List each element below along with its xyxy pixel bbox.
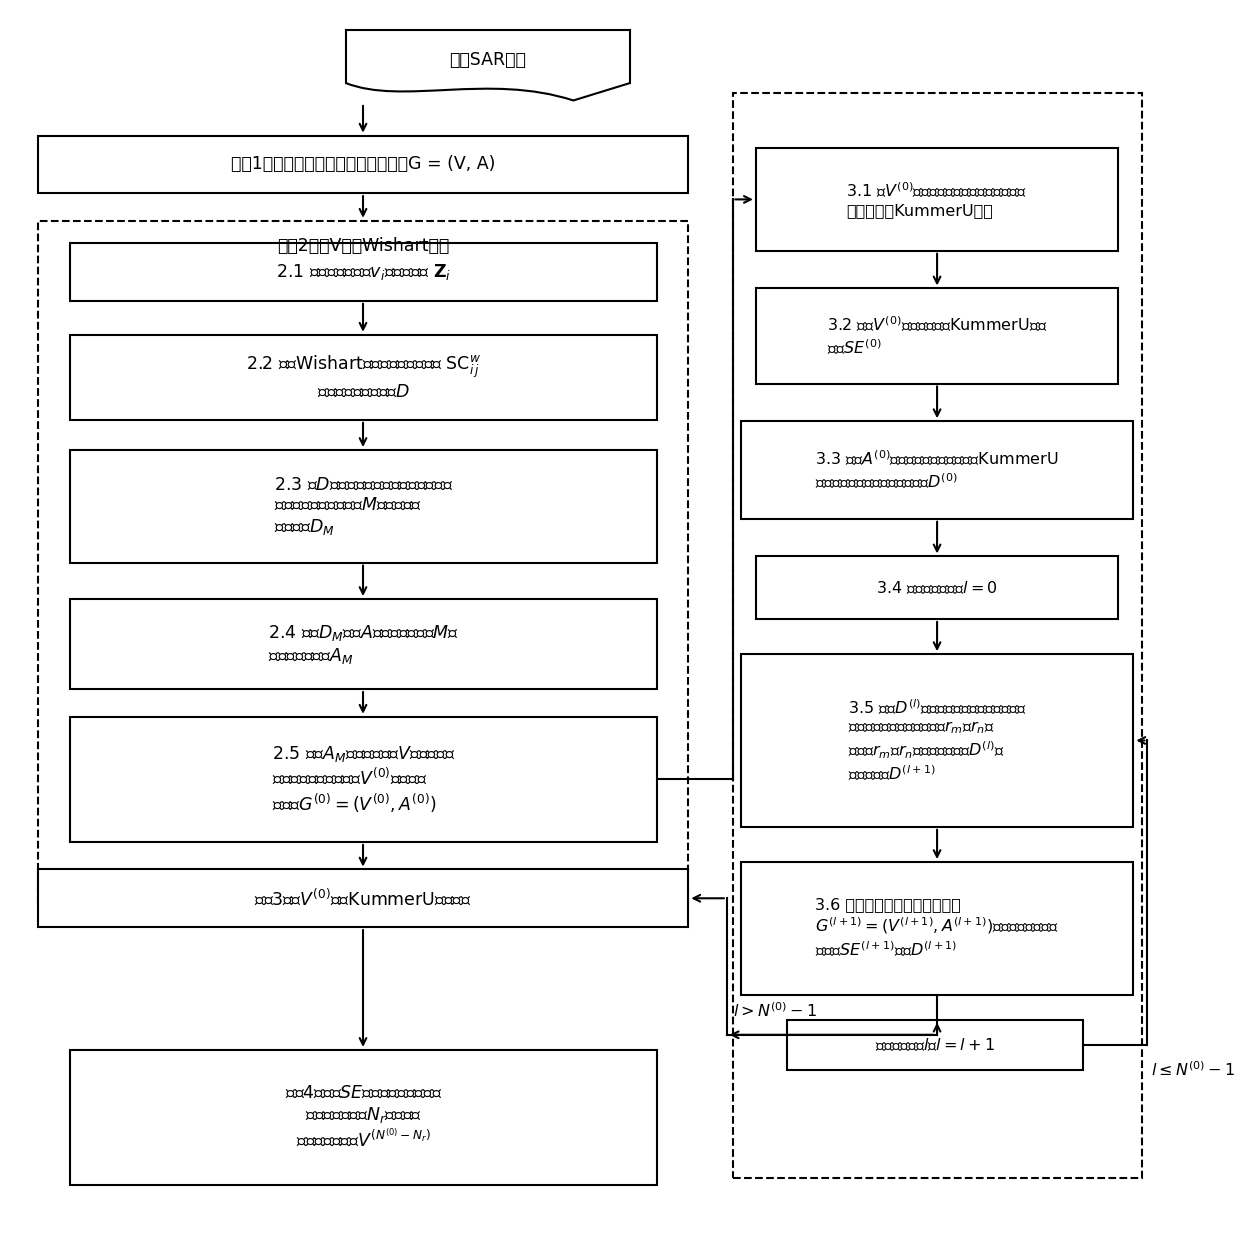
FancyBboxPatch shape [740, 862, 1133, 995]
Text: 步骤2：对V进行Wishart合并: 步骤2：对V进行Wishart合并 [277, 237, 449, 255]
Text: 3.5 找出$D^{(l)}$三元组中第一个数值最小的三
元组，合并该三元组对应的$r_m$和$r_n$，
并将与$r_m$和$r_n$相关的三元组从$D^{(: 3.5 找出$D^{(l)}$三元组中第一个数值最小的三 元组，合并该三元组对应… [848, 697, 1027, 784]
Text: 2.3 对$D$中三元组按三元组中第一个数值
的大小顺序排列，取前$M$个三元组，
构成集合$D_M$: 2.3 对$D$中三元组按三元组中第一个数值 的大小顺序排列，取前$M$个三元组… [274, 476, 454, 537]
FancyBboxPatch shape [37, 869, 688, 927]
Text: 极化SAR数据: 极化SAR数据 [450, 52, 526, 69]
Text: 步骤4：基于$SE$序列，确定最终分割
结果的区域个数$N_r$，并确定
最终的分割结果$V^{(N^{(0)}-N_r)}$: 步骤4：基于$SE$序列，确定最终分割 结果的区域个数$N_r$，并确定 最终的… [285, 1084, 443, 1151]
FancyBboxPatch shape [37, 220, 688, 907]
Text: 3.6 更新合并后的区域邻接图，
$G^{(l+1)}=(V^{(l+1)},A^{(l+1)})$，更新合并后的能
量总和$SE^{(l+1)}$以及$D^{: 3.6 更新合并后的区域邻接图， $G^{(l+1)}=(V^{(l+1)},A… [815, 897, 1059, 959]
FancyBboxPatch shape [756, 556, 1118, 619]
Text: 步骤1：超像素分割，得到区域邻接图G = (V, A): 步骤1：超像素分割，得到区域邻接图G = (V, A) [231, 155, 495, 174]
FancyBboxPatch shape [71, 599, 657, 689]
Text: 3.2 计算$V^{(0)}$中所有区域的KummerU能量
总和$SE^{(0)}$: 3.2 计算$V^{(0)}$中所有区域的KummerU能量 总和$SE^{(0… [827, 314, 1048, 357]
FancyBboxPatch shape [71, 1050, 657, 1185]
Text: $l \leq N^{(0)}-1$: $l \leq N^{(0)}-1$ [1151, 1059, 1235, 1078]
Text: 2.5 基于$A_M$对超像素集合$V$进行合并，
得到合并后区域的集合$V^{(0)}$以及区域
邻接图$G^{(0)}=(V^{(0)},A^{(0)})$: 2.5 基于$A_M$对超像素集合$V$进行合并， 得到合并后区域的集合$V^{… [272, 743, 455, 815]
FancyBboxPatch shape [71, 717, 657, 842]
Text: 3.1 对$V^{(0)}$中每个区域，进行参数估计，并
计算区域的KummerU能量: 3.1 对$V^{(0)}$中每个区域，进行参数估计，并 计算区域的Kummer… [847, 181, 1028, 218]
FancyBboxPatch shape [740, 421, 1133, 518]
Text: 2.2 计算Wishart合并阶段的度量标准 $\mathrm{SC}^w_{i\,j}$
构建第一三元组集合$D$: 2.2 计算Wishart合并阶段的度量标准 $\mathrm{SC}^w_{i… [246, 353, 481, 401]
FancyBboxPatch shape [756, 148, 1118, 250]
Text: 更新迭代次数$l$：$l = l+1$: 更新迭代次数$l$：$l = l+1$ [875, 1037, 996, 1053]
FancyBboxPatch shape [740, 654, 1133, 827]
FancyBboxPatch shape [37, 136, 688, 194]
FancyBboxPatch shape [71, 243, 657, 301]
Text: 3.4 令迭代合并次数$l = 0$: 3.4 令迭代合并次数$l = 0$ [877, 580, 998, 596]
FancyBboxPatch shape [71, 335, 657, 420]
Text: 3.3 根据$A^{(0)}$计算所有相邻区域之间的KummerU
度量标准，构建第二三元组集合$D^{(0)}$: 3.3 根据$A^{(0)}$计算所有相邻区域之间的KummerU 度量标准，构… [816, 449, 1059, 491]
FancyBboxPatch shape [787, 1020, 1084, 1069]
Text: 2.1 估计所有超像素$v_i$的分布参数 $\mathbf{Z}_i$: 2.1 估计所有超像素$v_i$的分布参数 $\mathbf{Z}_i$ [277, 262, 451, 282]
FancyBboxPatch shape [756, 288, 1118, 384]
Text: 步骤3：对$V^{(0)}$进行KummerU迭代合并: 步骤3：对$V^{(0)}$进行KummerU迭代合并 [254, 888, 472, 908]
FancyBboxPatch shape [733, 93, 1142, 1177]
Text: 2.4 根据$D_M$，在$A$中找出所对应的$M$个
元素，构成集合$A_M$: 2.4 根据$D_M$，在$A$中找出所对应的$M$个 元素，构成集合$A_M$ [268, 623, 459, 665]
FancyBboxPatch shape [71, 450, 657, 562]
Text: $l > N^{(0)}-1$: $l > N^{(0)}-1$ [733, 1001, 816, 1020]
